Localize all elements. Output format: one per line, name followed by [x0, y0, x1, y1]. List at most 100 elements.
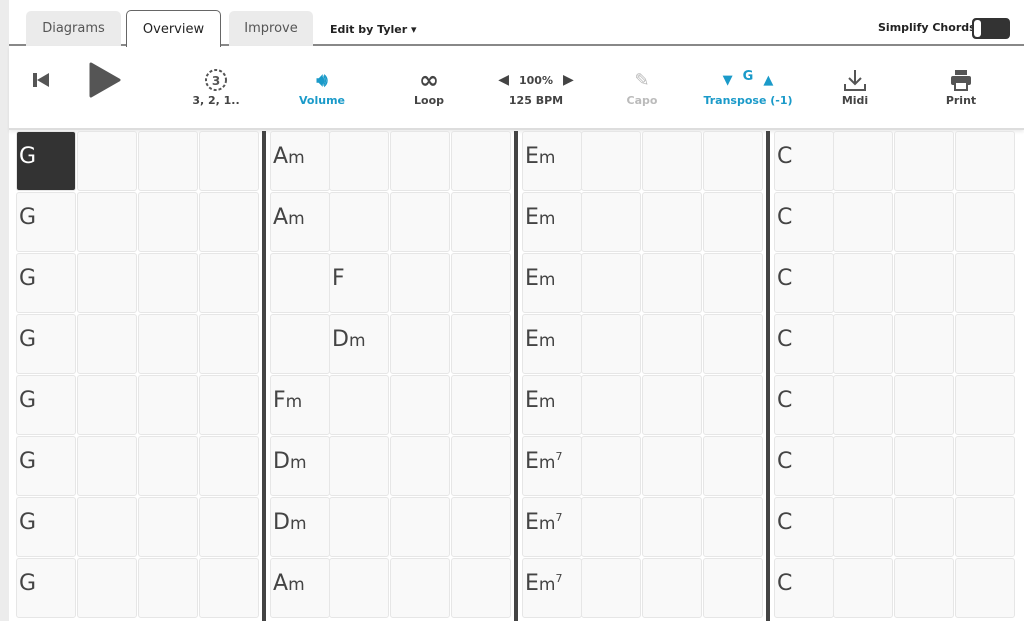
beat-cell[interactable]	[581, 436, 641, 496]
beat-cell[interactable]	[138, 253, 198, 313]
beat-cell[interactable]	[199, 497, 259, 557]
beat-cell[interactable]	[955, 192, 1015, 252]
midi-button[interactable]: Midi	[810, 66, 900, 107]
beat-cell[interactable]: C	[774, 131, 834, 191]
beat-cell[interactable]	[642, 192, 702, 252]
beat-cell[interactable]	[581, 375, 641, 435]
beat-cell[interactable]: G	[16, 436, 76, 496]
beat-cell[interactable]	[329, 192, 389, 252]
beat-cell[interactable]: Em	[522, 375, 582, 435]
beat-cell[interactable]: C	[774, 253, 834, 313]
beat-cell[interactable]	[894, 436, 954, 496]
transpose-up-icon[interactable]: ▲	[763, 72, 774, 88]
beat-cell[interactable]	[270, 253, 330, 313]
play-button[interactable]	[60, 60, 150, 100]
beat-cell[interactable]	[451, 192, 511, 252]
beat-cell[interactable]	[894, 253, 954, 313]
beat-cell[interactable]	[199, 375, 259, 435]
beat-cell[interactable]	[581, 253, 641, 313]
beat-cell[interactable]	[138, 375, 198, 435]
beat-cell[interactable]	[642, 314, 702, 374]
beat-cell[interactable]: G	[16, 314, 76, 374]
beat-cell[interactable]	[894, 314, 954, 374]
beat-cell[interactable]	[642, 131, 702, 191]
beat-cell[interactable]: Am	[270, 131, 330, 191]
beat-cell[interactable]: G	[16, 253, 76, 313]
beat-cell[interactable]	[642, 497, 702, 557]
beat-cell[interactable]	[138, 558, 198, 618]
beat-cell[interactable]	[138, 192, 198, 252]
beat-cell[interactable]: Fm	[270, 375, 330, 435]
beat-cell[interactable]	[581, 497, 641, 557]
beat-cell[interactable]	[329, 375, 389, 435]
simplify-chords-toggle[interactable]	[972, 18, 1010, 39]
beat-cell[interactable]	[894, 375, 954, 435]
beat-cell[interactable]: Am	[270, 558, 330, 618]
beat-cell[interactable]	[451, 497, 511, 557]
beat-cell[interactable]: C	[774, 192, 834, 252]
beat-cell[interactable]	[77, 436, 137, 496]
beat-cell[interactable]	[77, 192, 137, 252]
beat-cell[interactable]	[955, 436, 1015, 496]
beat-cell[interactable]: G	[16, 375, 76, 435]
beat-cell[interactable]	[833, 192, 893, 252]
beat-cell[interactable]	[955, 314, 1015, 374]
beat-cell[interactable]	[329, 497, 389, 557]
beat-cell[interactable]: G	[16, 192, 76, 252]
beat-cell[interactable]	[199, 436, 259, 496]
print-button[interactable]: Print	[916, 66, 1006, 107]
beat-cell[interactable]	[894, 497, 954, 557]
volume-button[interactable]: 🔊︎ Volume	[277, 66, 367, 108]
beat-cell[interactable]: Am	[270, 192, 330, 252]
beat-cell[interactable]	[390, 314, 450, 374]
tempo-increase-icon[interactable]: ▶	[562, 72, 574, 88]
beat-cell[interactable]	[642, 558, 702, 618]
beat-cell[interactable]: Em	[522, 314, 582, 374]
beat-cell[interactable]	[451, 436, 511, 496]
beat-cell[interactable]	[77, 558, 137, 618]
beat-cell[interactable]	[833, 131, 893, 191]
beat-cell[interactable]	[390, 497, 450, 557]
beat-cell[interactable]	[390, 375, 450, 435]
beat-cell[interactable]	[138, 497, 198, 557]
beat-cell[interactable]	[642, 436, 702, 496]
beat-cell[interactable]	[703, 375, 763, 435]
beat-cell[interactable]	[451, 375, 511, 435]
beat-cell[interactable]	[77, 131, 137, 191]
beat-cell[interactable]	[390, 131, 450, 191]
beat-cell[interactable]	[955, 558, 1015, 618]
beat-cell[interactable]	[894, 192, 954, 252]
loop-button[interactable]: ∞ Loop	[384, 66, 474, 107]
beat-cell[interactable]: G	[16, 131, 76, 191]
beat-cell[interactable]	[77, 253, 137, 313]
beat-cell[interactable]	[833, 314, 893, 374]
beat-cell[interactable]	[199, 314, 259, 374]
beat-cell[interactable]	[955, 497, 1015, 557]
count-in-button[interactable]: 3 3, 2, 1..	[171, 66, 261, 107]
beat-cell[interactable]	[581, 558, 641, 618]
beat-cell[interactable]: Dm	[270, 436, 330, 496]
beat-cell[interactable]: Em7	[522, 497, 582, 557]
beat-cell[interactable]	[894, 558, 954, 618]
beat-cell[interactable]	[199, 558, 259, 618]
beat-cell[interactable]	[77, 375, 137, 435]
beat-cell[interactable]	[955, 131, 1015, 191]
beat-cell[interactable]	[703, 192, 763, 252]
beat-cell[interactable]	[833, 558, 893, 618]
beat-cell[interactable]: Em7	[522, 558, 582, 618]
beat-cell[interactable]: Em	[522, 192, 582, 252]
beat-cell[interactable]: G	[16, 558, 76, 618]
beat-cell[interactable]: C	[774, 375, 834, 435]
beat-cell[interactable]	[703, 558, 763, 618]
beat-cell[interactable]	[390, 253, 450, 313]
beat-cell[interactable]	[390, 192, 450, 252]
beat-cell[interactable]	[199, 131, 259, 191]
beat-cell[interactable]	[955, 253, 1015, 313]
beat-cell[interactable]	[833, 436, 893, 496]
beat-cell[interactable]: F	[329, 253, 389, 313]
beat-cell[interactable]	[703, 497, 763, 557]
beat-cell[interactable]: Dm	[329, 314, 389, 374]
beat-cell[interactable]	[703, 314, 763, 374]
beat-cell[interactable]	[138, 314, 198, 374]
beat-cell[interactable]: C	[774, 436, 834, 496]
